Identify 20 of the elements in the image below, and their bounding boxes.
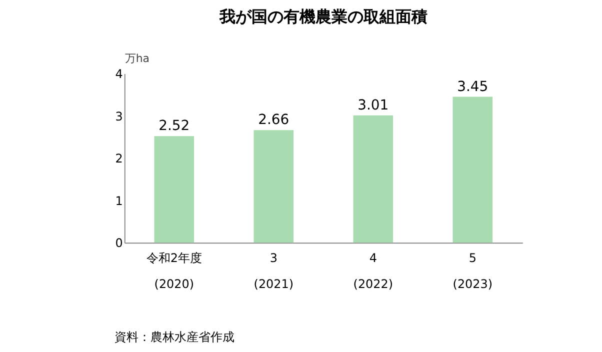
x-tick-label: 5 (2023)	[452, 251, 492, 291]
bar	[452, 96, 493, 243]
data-label: 3.45	[457, 78, 488, 95]
y-axis-title: 万ha	[124, 52, 150, 66]
y-tick-label: 0	[115, 236, 123, 250]
data-label: 3.01	[358, 97, 389, 114]
x-tick-label: 3 (2021)	[254, 251, 294, 291]
chart-title: 我が国の有機農業の取組面積	[218, 6, 428, 26]
y-tick-label: 3	[115, 109, 123, 124]
bar	[154, 136, 194, 243]
data-label: 2.52	[158, 118, 190, 134]
text: 資料：農林水産省作成	[114, 330, 234, 344]
x-tick-label: 4 (2022)	[353, 251, 393, 291]
bar	[353, 115, 394, 243]
x-tick-label: 令和2年度 (2020)	[146, 251, 202, 291]
data-label: 2.66	[258, 112, 290, 128]
bar	[254, 130, 294, 243]
y-tick-label: 2	[115, 152, 123, 166]
y-tick-label: 1	[115, 194, 123, 208]
y-tick-label: 4	[115, 66, 123, 81]
